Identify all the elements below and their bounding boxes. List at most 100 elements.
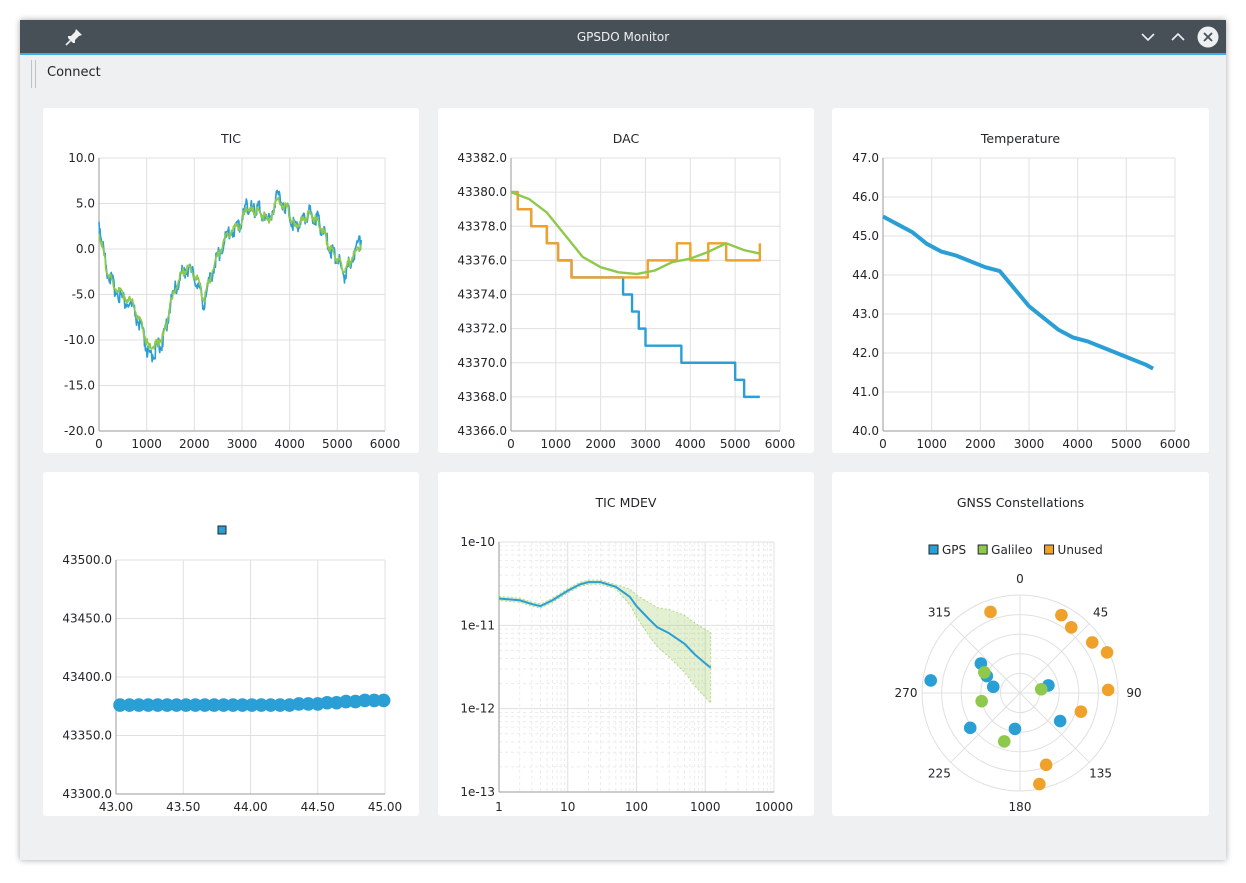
y-tick-label: 1e-10 — [460, 535, 495, 549]
y-tick-label: 43450.0 — [62, 612, 112, 626]
dac-chart: 0 1000 2000 3000 4000 5000 6000 43366.0 43368.0 4… — [457, 151, 796, 451]
y-tick-label: 5.0 — [76, 197, 95, 211]
chart-title: DAC — [612, 131, 640, 146]
y-tick-label: 43366.0 — [457, 424, 507, 438]
x-tick-label: 2000 — [179, 437, 210, 451]
y-tick-label: -20.0 — [64, 424, 95, 438]
data-point — [254, 698, 269, 712]
x-tick-label: 2000 — [965, 437, 996, 451]
y-tick-label: 47.0 — [852, 151, 879, 165]
connect-button[interactable]: Connect — [47, 65, 101, 80]
y-tick-label: 1e-11 — [460, 618, 495, 632]
y-tick-label: 43372.0 — [457, 322, 507, 336]
satellite-point — [984, 605, 997, 619]
y-tick-label: 43368.0 — [457, 390, 507, 404]
satellite-point — [1101, 683, 1115, 697]
tic-chart: 0 1000 2000 3000 4000 5000 6000 -20.0 -15.0 -10.0… — [64, 151, 400, 451]
x-tick-label: 5000 — [720, 437, 751, 451]
x-tick-label: 3000 — [1014, 437, 1045, 451]
data-point — [113, 698, 127, 712]
y-tick-label: 1e-13 — [460, 785, 495, 799]
angle-label: 225 — [928, 767, 951, 781]
app-window: GPSDO Monitor Connect TIC 0 1000 2000 3000 4… — [20, 20, 1226, 860]
y-tick-label: -10.0 — [64, 333, 95, 347]
satellite-point — [975, 694, 988, 708]
x-tick-label: 1000 — [690, 800, 721, 814]
data-point — [245, 698, 259, 712]
satellite-point — [1034, 682, 1048, 696]
dac-vs-temperature-chart-panel: 43.00 43.50 44.00 44.50 45.00 43300.0 43350.0 4… — [43, 472, 419, 816]
legend-label: GPS — [942, 543, 966, 557]
angle-label: 0 — [1016, 572, 1024, 586]
chevron-up-icon[interactable] — [1166, 25, 1190, 49]
x-tick-label: 44.50 — [301, 800, 335, 814]
angle-label: 270 — [895, 686, 918, 700]
y-tick-label: 43500.0 — [62, 553, 112, 567]
satellite-point — [924, 674, 938, 687]
data-point — [207, 698, 221, 712]
angle-label: 45 — [1093, 605, 1108, 619]
y-tick-label: 43.0 — [852, 307, 879, 321]
satellite-point — [1085, 636, 1099, 649]
satellite-point — [1055, 608, 1068, 622]
satellite-point — [1064, 621, 1078, 634]
close-icon[interactable] — [1196, 25, 1220, 49]
angular-gridline — [950, 623, 1021, 694]
toolbar-handle[interactable] — [31, 60, 36, 88]
x-tick-label: 100 — [625, 800, 648, 814]
legend-marker — [217, 525, 227, 535]
y-tick-label: 41.0 — [852, 385, 879, 399]
legend-label: Galileo — [991, 543, 1032, 557]
data-point — [197, 698, 212, 712]
y-tick-label: 0.0 — [76, 242, 95, 256]
y-tick-label: 43400.0 — [62, 670, 112, 684]
chart-title: GNSS Constellations — [956, 495, 1085, 510]
data-point — [273, 698, 287, 712]
data-point — [141, 698, 156, 712]
pin-icon[interactable] — [62, 25, 86, 49]
y-tick-label: -5.0 — [72, 288, 95, 302]
x-tick-label: 1000 — [916, 437, 947, 451]
satellite-point — [978, 666, 991, 679]
data-point — [367, 693, 382, 708]
data-point — [216, 698, 231, 712]
legend-marker — [977, 544, 988, 555]
y-tick-label: 45.0 — [852, 229, 879, 243]
angular-gridline — [1019, 692, 1090, 763]
y-tick-label: 1e-12 — [460, 702, 495, 716]
window-title: GPSDO Monitor — [576, 30, 670, 44]
satellite-point — [1039, 758, 1053, 772]
tic-mdev-chart: 1 10 100 1000 10000 1e-13 1e-12 1e-11 1e-10 — [460, 535, 793, 814]
data-point — [263, 698, 278, 712]
chevron-down-icon[interactable] — [1136, 25, 1160, 49]
tic-chart-panel: TIC 0 1000 2000 3000 4000 5000 6000 -20.0 -15.0 -… — [43, 108, 419, 453]
x-tick-label: 45.00 — [368, 800, 402, 814]
y-tick-label: 43374.0 — [457, 288, 507, 302]
legend-marker — [928, 544, 939, 555]
data-point — [358, 693, 372, 708]
y-tick-label: 43376.0 — [457, 253, 507, 267]
x-tick-label: 6000 — [765, 437, 796, 451]
title-bar: GPSDO Monitor — [20, 20, 1226, 55]
x-tick-label: 3000 — [227, 437, 258, 451]
data-point — [179, 698, 193, 712]
chart-title: TIC MDEV — [595, 495, 657, 510]
data-point — [160, 698, 174, 712]
y-tick-label: 43378.0 — [457, 219, 507, 233]
satellite-point — [1053, 714, 1067, 728]
angle-label: 315 — [928, 605, 951, 619]
x-tick-label: 10000 — [755, 800, 793, 814]
x-tick-label: 5000 — [322, 437, 353, 451]
x-tick-label: 2000 — [585, 437, 616, 451]
y-tick-label: 43380.0 — [457, 185, 507, 199]
temperature-chart: 0 1000 2000 3000 4000 5000 6000 40.0 41.0 42.0 43.… — [852, 151, 1191, 451]
x-tick-label: 6000 — [1160, 437, 1191, 451]
y-tick-label: 44.0 — [852, 268, 879, 282]
satellite-point — [997, 735, 1011, 748]
angle-label: 90 — [1126, 686, 1141, 700]
angular-gridline — [1019, 623, 1090, 694]
gnss-constellations-chart: GPS Galileo Unused 0 45 90 135 180 225 270 315 — [895, 543, 1142, 814]
series-line — [98, 196, 362, 350]
temperature-chart-panel: Temperature 0 1000 2000 3000 4000 5000 6000 40.… — [832, 108, 1209, 453]
satellite-point — [986, 680, 1000, 694]
